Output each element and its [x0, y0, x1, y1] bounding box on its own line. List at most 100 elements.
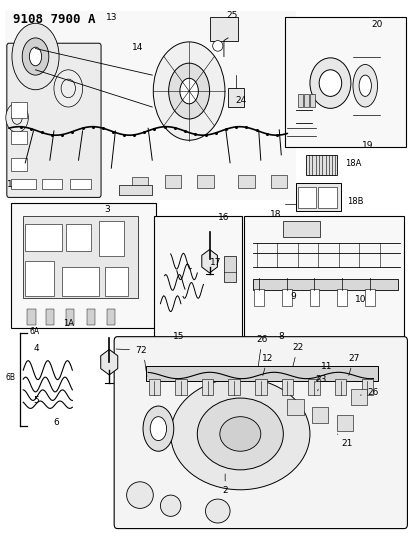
Text: 20: 20	[371, 20, 382, 29]
Bar	[25, 224, 62, 251]
Text: 2: 2	[222, 474, 228, 496]
Text: 8: 8	[278, 332, 284, 341]
Ellipse shape	[169, 63, 210, 119]
Bar	[285, 17, 406, 147]
Bar	[283, 221, 320, 237]
Bar	[282, 379, 293, 395]
Text: 21: 21	[337, 434, 353, 448]
Bar	[154, 216, 242, 341]
FancyBboxPatch shape	[114, 337, 407, 529]
Text: 19: 19	[362, 141, 373, 150]
Bar	[42, 179, 62, 189]
Bar	[175, 379, 187, 395]
Bar	[132, 177, 148, 190]
Bar	[287, 399, 304, 415]
Text: 18A: 18A	[345, 159, 361, 168]
Bar	[11, 203, 156, 328]
Text: 1A: 1A	[63, 319, 74, 328]
Ellipse shape	[150, 417, 166, 441]
Text: 18B: 18B	[347, 197, 363, 206]
Bar	[210, 17, 238, 41]
Bar	[282, 289, 291, 306]
Ellipse shape	[319, 70, 342, 96]
Text: 3: 3	[104, 205, 110, 214]
Bar	[5, 11, 296, 200]
Text: 26: 26	[360, 388, 378, 397]
Bar	[66, 224, 91, 251]
Text: 2: 2	[141, 345, 147, 376]
Ellipse shape	[353, 64, 378, 107]
Text: 15: 15	[173, 332, 185, 341]
Bar	[298, 94, 302, 107]
Text: 23: 23	[315, 375, 327, 391]
Bar	[362, 379, 373, 395]
Ellipse shape	[180, 78, 199, 104]
Bar	[254, 289, 264, 306]
Text: 16: 16	[218, 213, 230, 222]
Ellipse shape	[29, 47, 42, 66]
Bar	[245, 216, 404, 341]
Ellipse shape	[12, 111, 22, 124]
Bar	[70, 179, 91, 189]
Bar	[202, 379, 213, 395]
Bar	[11, 158, 27, 171]
Text: 24: 24	[236, 95, 247, 104]
Bar	[99, 221, 124, 256]
Bar	[224, 256, 236, 282]
Bar	[255, 379, 266, 395]
Text: 27: 27	[348, 353, 360, 375]
Bar	[296, 183, 341, 211]
Ellipse shape	[153, 42, 225, 140]
Bar	[11, 179, 35, 189]
Text: 9: 9	[291, 292, 296, 301]
Text: 6A: 6A	[29, 327, 39, 336]
Text: 5: 5	[33, 396, 39, 405]
Ellipse shape	[6, 103, 28, 132]
Bar	[253, 279, 398, 290]
Bar	[62, 266, 99, 296]
Text: 6: 6	[53, 418, 59, 427]
Text: 11: 11	[316, 361, 332, 382]
Text: 4: 4	[33, 344, 39, 353]
Text: 7: 7	[116, 345, 141, 354]
Bar	[87, 309, 95, 325]
Text: 10: 10	[355, 295, 366, 304]
Bar	[312, 407, 328, 423]
Text: 17: 17	[210, 258, 222, 266]
Bar	[27, 309, 35, 325]
Bar	[146, 366, 378, 381]
FancyBboxPatch shape	[7, 43, 101, 197]
Ellipse shape	[310, 58, 351, 108]
Bar	[271, 174, 287, 188]
Bar	[11, 131, 27, 144]
Bar	[365, 289, 375, 306]
Text: 22: 22	[292, 343, 303, 366]
Bar	[197, 174, 214, 188]
Bar	[337, 415, 353, 431]
Text: 1: 1	[7, 180, 13, 189]
Bar	[105, 266, 128, 296]
Bar	[337, 289, 347, 306]
Ellipse shape	[171, 378, 310, 490]
Ellipse shape	[143, 406, 174, 451]
Bar	[164, 174, 181, 188]
Bar	[306, 155, 337, 175]
Ellipse shape	[22, 38, 49, 75]
Bar	[23, 216, 138, 298]
Bar	[148, 379, 160, 395]
Ellipse shape	[61, 79, 76, 98]
Bar	[298, 187, 316, 208]
Bar	[228, 88, 245, 107]
Ellipse shape	[12, 23, 59, 90]
Text: 12: 12	[262, 353, 273, 375]
Ellipse shape	[220, 417, 261, 451]
Ellipse shape	[206, 499, 230, 523]
Bar	[304, 94, 309, 107]
Bar	[11, 102, 27, 118]
Bar	[351, 389, 367, 405]
Ellipse shape	[54, 70, 83, 107]
Text: 25: 25	[226, 11, 238, 20]
Bar	[107, 309, 115, 325]
Text: 14: 14	[132, 43, 143, 52]
Bar	[309, 289, 319, 306]
